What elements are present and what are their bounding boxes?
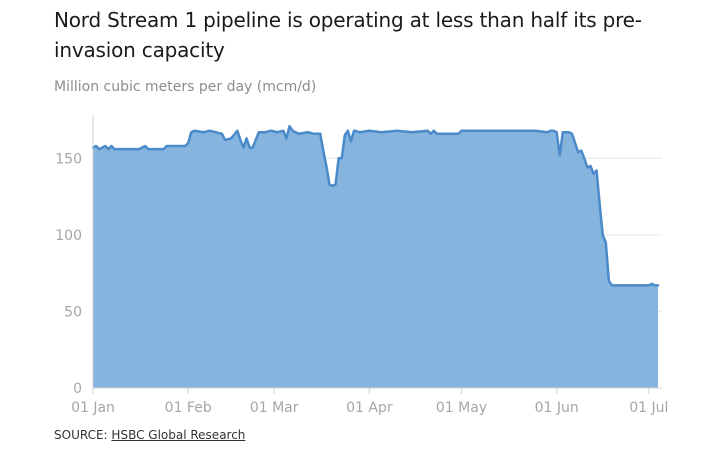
x-tick-label-4: 01 May bbox=[436, 400, 487, 416]
chart-title: Nord Stream 1 pipeline is operating at l… bbox=[54, 8, 642, 62]
data-area bbox=[91, 124, 660, 388]
source-link[interactable]: HSBC Global Research bbox=[111, 428, 246, 442]
y-tick-label-150: 150 bbox=[55, 151, 82, 167]
source-note: SOURCE: HSBC Global Research bbox=[54, 427, 245, 443]
y-tick-label-0: 0 bbox=[73, 381, 82, 397]
tick-labels: 0 50 100 150 01 Jan 01 Feb 01 Mar 01 Apr 01 May 0… bbox=[55, 151, 668, 416]
series-line bbox=[91, 124, 660, 287]
x-tick-label-5: 01 Jun bbox=[535, 400, 579, 416]
x-tick-label-1: 01 Feb bbox=[165, 400, 212, 416]
series-area-fill bbox=[93, 126, 658, 388]
axes bbox=[92, 115, 662, 394]
x-tick-label-0: 01 Jan bbox=[71, 400, 115, 416]
source-prefix: SOURCE: bbox=[54, 428, 108, 442]
x-tick-label-3: 01 Apr bbox=[346, 400, 393, 416]
y-tick-label-100: 100 bbox=[55, 228, 82, 244]
x-tick-label-6: 01 Jul bbox=[629, 400, 668, 416]
chart-subtitle: Million cubic meters per day (mcm/d) bbox=[54, 79, 317, 95]
x-tick-label-2: 01 Mar bbox=[250, 400, 299, 416]
y-tick-label-50: 50 bbox=[64, 304, 82, 320]
